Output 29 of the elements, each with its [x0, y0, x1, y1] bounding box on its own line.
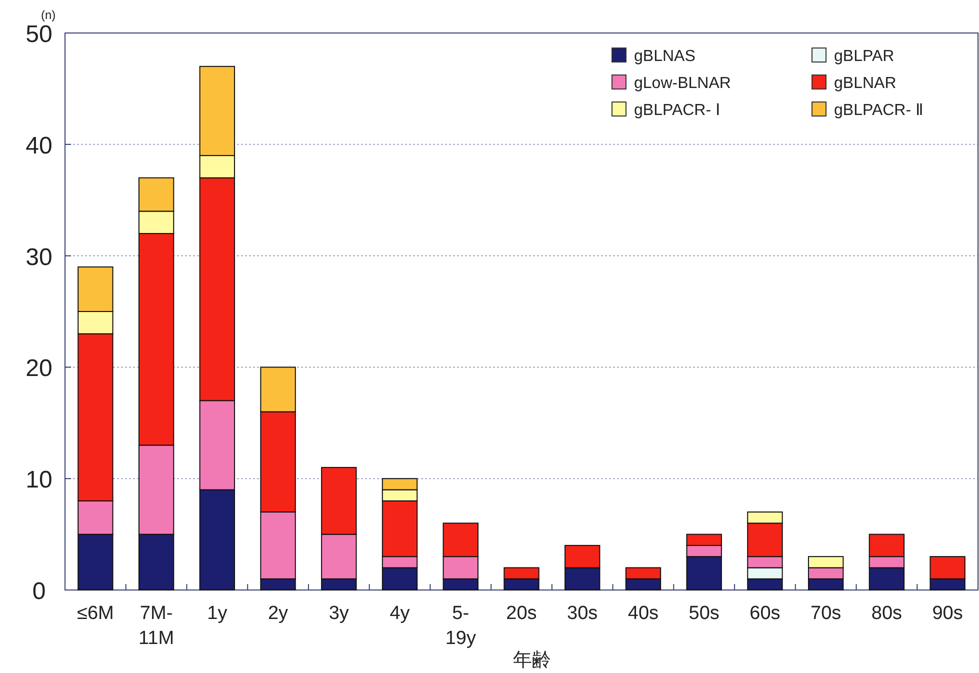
- legend-label: gBLPAR: [834, 48, 894, 65]
- x-tick-label: 2y: [268, 603, 289, 624]
- x-tick-label: 80s: [871, 603, 902, 624]
- y-tick-label: 40: [26, 132, 52, 160]
- y-tick-label: 10: [26, 466, 52, 494]
- y-tick-label: 0: [32, 578, 46, 605]
- x-tick-label: 40s: [628, 603, 659, 624]
- x-tick-label: 90s: [932, 603, 963, 624]
- x-tick-label: 3y: [328, 603, 350, 624]
- x-tick-label: 7M-11M: [138, 603, 174, 649]
- legend-label: gBLPACR- Ⅰ: [634, 102, 720, 119]
- x-tick-label: 60s: [750, 603, 780, 624]
- legend-label: gBLPACR- Ⅱ: [834, 102, 924, 119]
- y-tick-label: 20: [26, 355, 52, 382]
- y-axis-title: (n): [41, 8, 56, 22]
- x-tick-label: 5-19y: [445, 603, 476, 649]
- x-tick-label: 1y: [207, 603, 228, 624]
- x-tick-label: 30s: [567, 603, 598, 624]
- y-tick-label: 50: [26, 21, 52, 48]
- x-tick-label: 20s: [506, 603, 537, 624]
- x-tick-label: 70s: [810, 603, 842, 624]
- y-tick-label: 30: [26, 244, 52, 271]
- x-axis-title: 年齢: [513, 650, 551, 671]
- x-tick-label: 50s: [688, 603, 720, 624]
- legend-label: gBLNAR: [834, 75, 896, 92]
- legend-label: gLow-BLNAR: [634, 75, 731, 92]
- x-tick-label: 4y: [390, 603, 410, 624]
- x-tick-label: ≤6M: [77, 603, 114, 624]
- legend-label: gBLNAS: [634, 48, 696, 65]
